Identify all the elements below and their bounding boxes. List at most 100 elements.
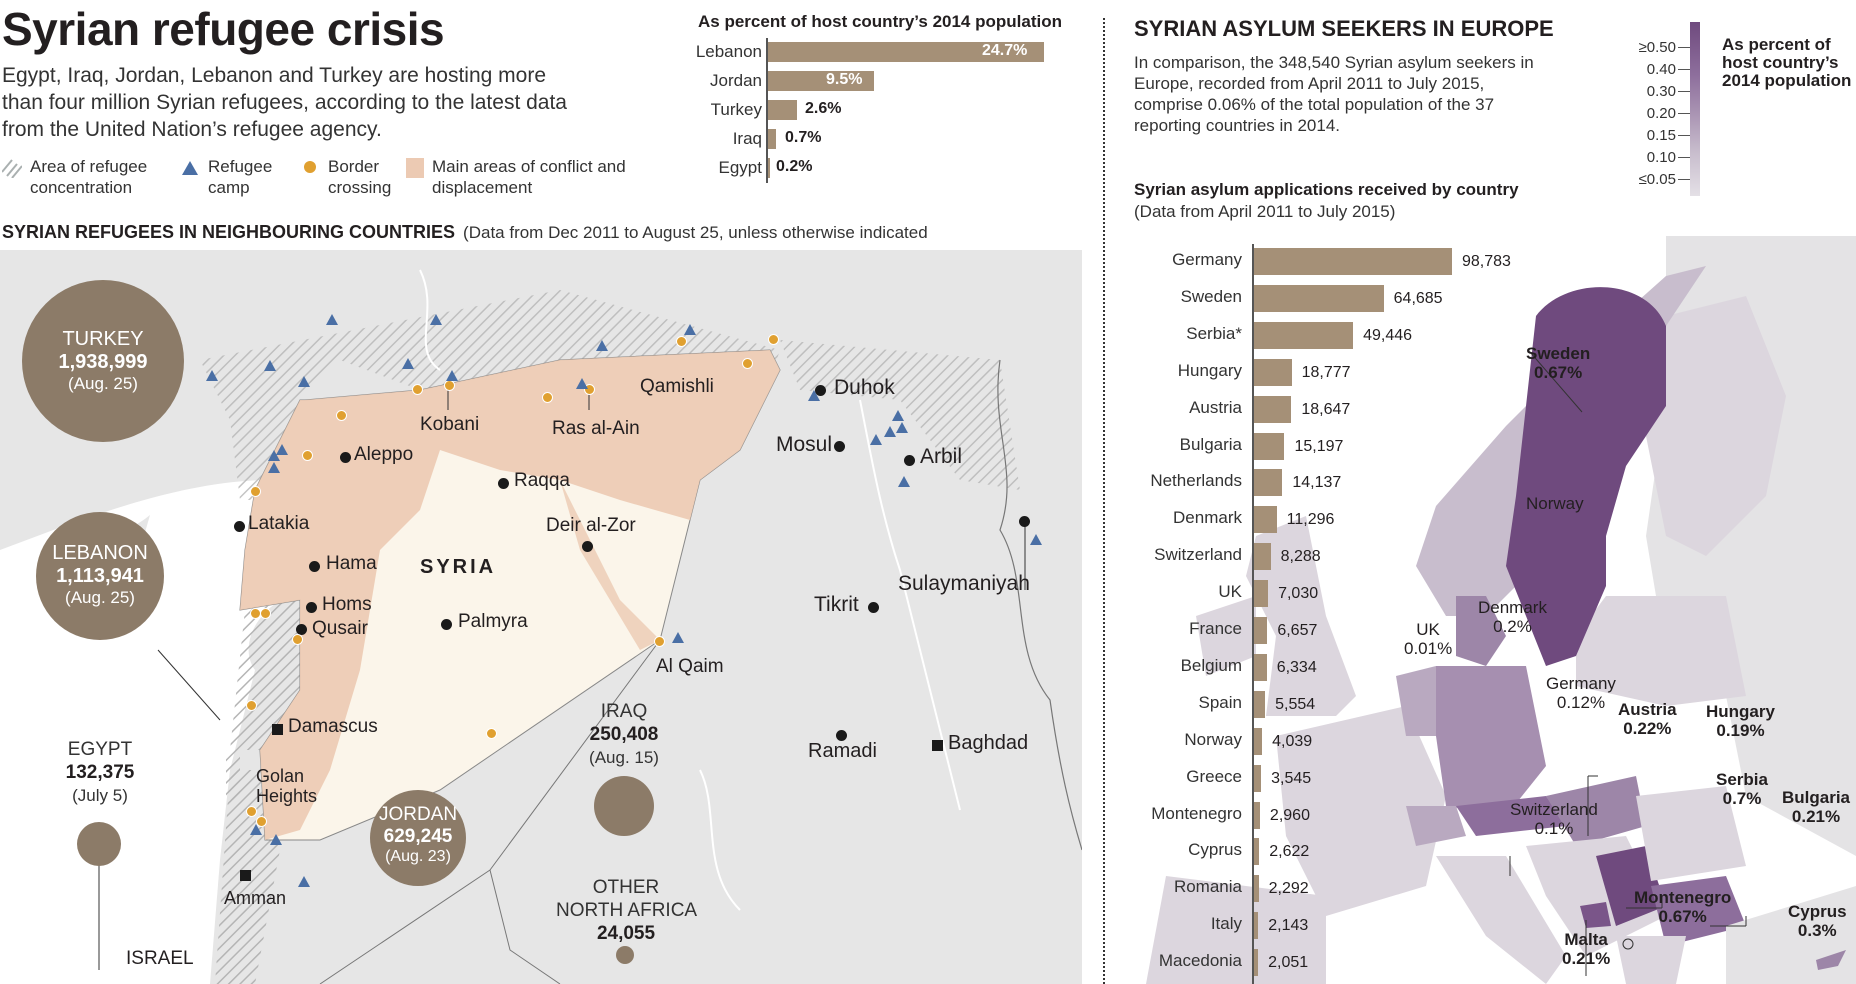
label-pct: 0.21%: [1562, 949, 1611, 968]
bubble-jordan: JORDAN 629,245 (Aug. 23): [370, 790, 466, 886]
city-mosul: Mosul: [776, 433, 833, 456]
section-title-neighbours: SYRIAN REFUGEES IN NEIGHBOURING COUNTRIE…: [2, 222, 928, 243]
scale-tick: ≤0.05: [1639, 172, 1691, 194]
country-value: 132,375: [65, 762, 135, 783]
iraq-label: IRAQ 250,408 (Aug. 15): [574, 700, 674, 769]
refugee-camp-icon: [276, 444, 288, 455]
scale-tick: 0.10: [1639, 150, 1691, 172]
refugee-camp-icon: [898, 476, 910, 487]
middle-east-map: TURKEY 1,938,999 (Aug. 25) LEBANON 1,113…: [0, 250, 1082, 984]
border-crossing-icon: [486, 728, 497, 739]
refugee-camp-icon: [808, 390, 820, 401]
bar-label: Macedonia: [1158, 951, 1242, 971]
bar: [1254, 690, 1266, 718]
europe-map-shapes: [1106, 236, 1856, 984]
bar-value: 6,657: [1277, 622, 1318, 639]
city-duhok: Duhok: [834, 376, 895, 399]
bar-row: Jordan 9.5%: [710, 67, 1090, 96]
city-homs: Homs: [322, 594, 372, 615]
bubble-turkey: TURKEY 1,938,999 (Aug. 25): [22, 280, 184, 442]
bar-label: Netherlands: [1150, 471, 1242, 491]
bar: [1254, 358, 1292, 386]
bar-value: 14,137: [1292, 474, 1342, 492]
legend-label: Border crossing: [328, 157, 392, 197]
city-ras-al-ain: Ras al-Ain: [552, 418, 640, 439]
legend-label: Main areas of conflict and displacement: [432, 157, 626, 197]
bar-value: 64,685: [1393, 289, 1443, 307]
city-hama: Hama: [326, 553, 377, 574]
city-dot: [340, 452, 351, 463]
bar-value: 9.5%: [826, 71, 863, 88]
scale-title: As percent of host country’s 2014 popula…: [1722, 36, 1851, 90]
border-crossing-icon: [542, 392, 553, 403]
country-date: (July 5): [72, 786, 128, 805]
bar: [1254, 764, 1262, 792]
bar-label: Iraq: [732, 129, 762, 148]
city-dot: [868, 602, 879, 613]
bar-value: 2,960: [1269, 806, 1310, 824]
city-sulaymaniyah: Sulaymaniyah: [898, 572, 1030, 595]
label-pct: 0.19%: [1716, 721, 1765, 740]
chart-title: As percent of host country’s 2014 popula…: [698, 12, 1062, 31]
bubble-lebanon: LEBANON 1,113,941 (Aug. 25): [36, 512, 164, 640]
scale-tick: 0.15: [1639, 128, 1691, 150]
refugee-camp-icon: [402, 358, 414, 369]
bar: [1254, 248, 1452, 275]
map-label-serbia: Serbia 0.7%: [1716, 770, 1768, 808]
scale-title-line: As percent of: [1722, 35, 1831, 54]
country-name: EGYPT: [67, 739, 133, 760]
country-name-2: NORTH AFRICA: [556, 900, 698, 921]
bar-row: Egypt 0.2%: [719, 154, 1090, 183]
section-subtitle: (Data from Dec 2011 to August 25, unless…: [463, 223, 928, 242]
refugee-camp-icon: [684, 324, 696, 335]
bar-label: Turkey: [710, 100, 762, 119]
bar-value: 5,554: [1275, 695, 1316, 713]
scale-title-line: 2014 population: [1722, 71, 1852, 90]
bar: [1254, 395, 1292, 423]
city-dot: [904, 455, 915, 466]
city-latakia: Latakia: [248, 513, 310, 534]
label-pct: 0.67%: [1534, 363, 1583, 382]
city-arbil: Arbil: [920, 445, 963, 468]
europe-intro: In comparison, the 348,540 Syrian asylum…: [1134, 53, 1534, 135]
label-name: Bulgaria: [1782, 788, 1851, 807]
border-crossing-icon: [654, 636, 665, 647]
bar: [1254, 838, 1260, 866]
section-heading: SYRIAN REFUGEES IN NEIGHBOURING COUNTRIE…: [2, 222, 456, 242]
border-crossing-icon: [444, 380, 455, 391]
country-name: TURKEY: [62, 328, 144, 350]
label-pct: 0.21%: [1791, 807, 1841, 826]
city-deir-al-zor: Deir al-Zor: [546, 515, 636, 536]
scale-tick: 0.20: [1639, 106, 1691, 128]
bar-label: Austria: [1189, 397, 1242, 417]
bar-label: Romania: [1173, 877, 1242, 897]
country-value: 250,408: [589, 724, 659, 745]
map-label-montenegro: Montenegro 0.67%: [1634, 888, 1731, 926]
refugee-camp-icon: [1030, 534, 1042, 545]
europe-map: Sweden 0.67% Norway Denmark 0.2% UK 0.01…: [1106, 236, 1856, 984]
country-name: JORDAN: [378, 804, 458, 825]
capital-square: [240, 870, 251, 881]
refugee-camp-icon: [250, 824, 262, 835]
bar-row: Iraq 0.7%: [733, 125, 1090, 154]
bar-label: Hungary: [1177, 360, 1242, 380]
refugee-camp-icon: [326, 314, 338, 325]
bar-value: 2,143: [1268, 917, 1309, 935]
border-crossing-icon: [302, 450, 313, 461]
country-date: (Aug. 25): [68, 374, 138, 393]
refugee-camp-icon: [430, 314, 442, 325]
city-qamishli: Qamishli: [640, 376, 714, 397]
label-name: Montenegro: [1634, 888, 1732, 907]
city-raqqa: Raqqa: [514, 470, 570, 491]
syria-label: SYRIA: [420, 556, 497, 578]
label-pct: 0.12%: [1556, 693, 1606, 712]
city-dot: [815, 385, 826, 396]
label-pct: 0.67%: [1658, 907, 1707, 926]
map-label-hungary: Hungary 0.19%: [1706, 702, 1775, 740]
country-value: 24,055: [596, 923, 656, 944]
bar: [1254, 506, 1277, 534]
bar: [1254, 653, 1267, 681]
map-label-austria: Austria 0.22%: [1618, 700, 1677, 738]
country-date: (Aug. 15): [589, 748, 659, 767]
bar-label: Norway: [1184, 729, 1242, 749]
